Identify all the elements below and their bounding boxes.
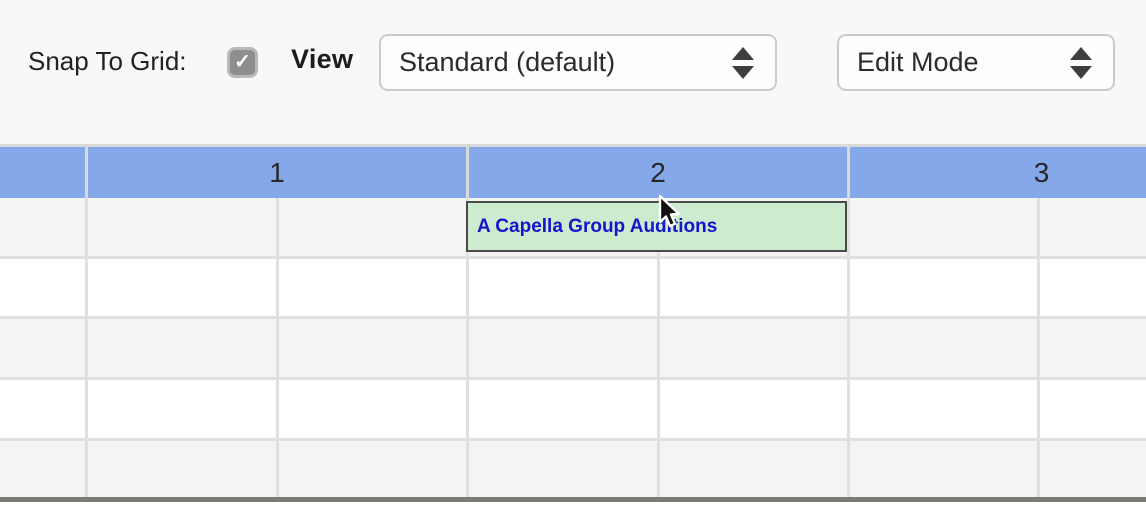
column-header-1: 1	[88, 147, 466, 198]
event-block[interactable]: A Capella Group Auditions	[466, 201, 847, 252]
column-header-gutter	[0, 147, 85, 198]
mode-select-value: Edit Mode	[857, 47, 979, 77]
grid-vline	[657, 198, 660, 497]
grid-row[interactable]	[0, 502, 1146, 512]
column-header-2: 2	[469, 147, 847, 198]
toolbar: Snap To Grid: ✓ View Standard (default) …	[0, 0, 1146, 144]
select-spinner-icon	[1070, 46, 1092, 79]
grid-row[interactable]	[0, 441, 1146, 502]
bottom-dark-bar	[0, 497, 1146, 502]
view-select[interactable]: Standard (default)	[379, 34, 777, 91]
snap-to-grid-label: Snap To Grid:	[28, 46, 187, 76]
grid-vline	[1037, 198, 1040, 497]
view-select-value: Standard (default)	[399, 47, 616, 77]
column-header-3: 3	[850, 147, 1146, 198]
grid-vline	[276, 198, 279, 497]
schedule-grid: A Capella Group Auditions	[0, 198, 1146, 512]
snap-to-grid-checkbox[interactable]: ✓	[227, 47, 258, 78]
grid-vline	[466, 198, 469, 497]
checkmark-icon: ✓	[234, 51, 251, 73]
grid-vline	[847, 198, 850, 497]
grid-vline	[85, 198, 88, 497]
mode-select[interactable]: Edit Mode	[837, 34, 1115, 91]
event-title: A Capella Group Auditions	[477, 215, 718, 237]
grid-row[interactable]	[0, 319, 1146, 380]
select-spinner-icon	[732, 46, 754, 79]
view-label: View	[291, 44, 354, 74]
grid-row[interactable]	[0, 380, 1146, 441]
grid-row[interactable]	[0, 259, 1146, 319]
grid-header-row: 1 2 3	[0, 144, 1146, 198]
